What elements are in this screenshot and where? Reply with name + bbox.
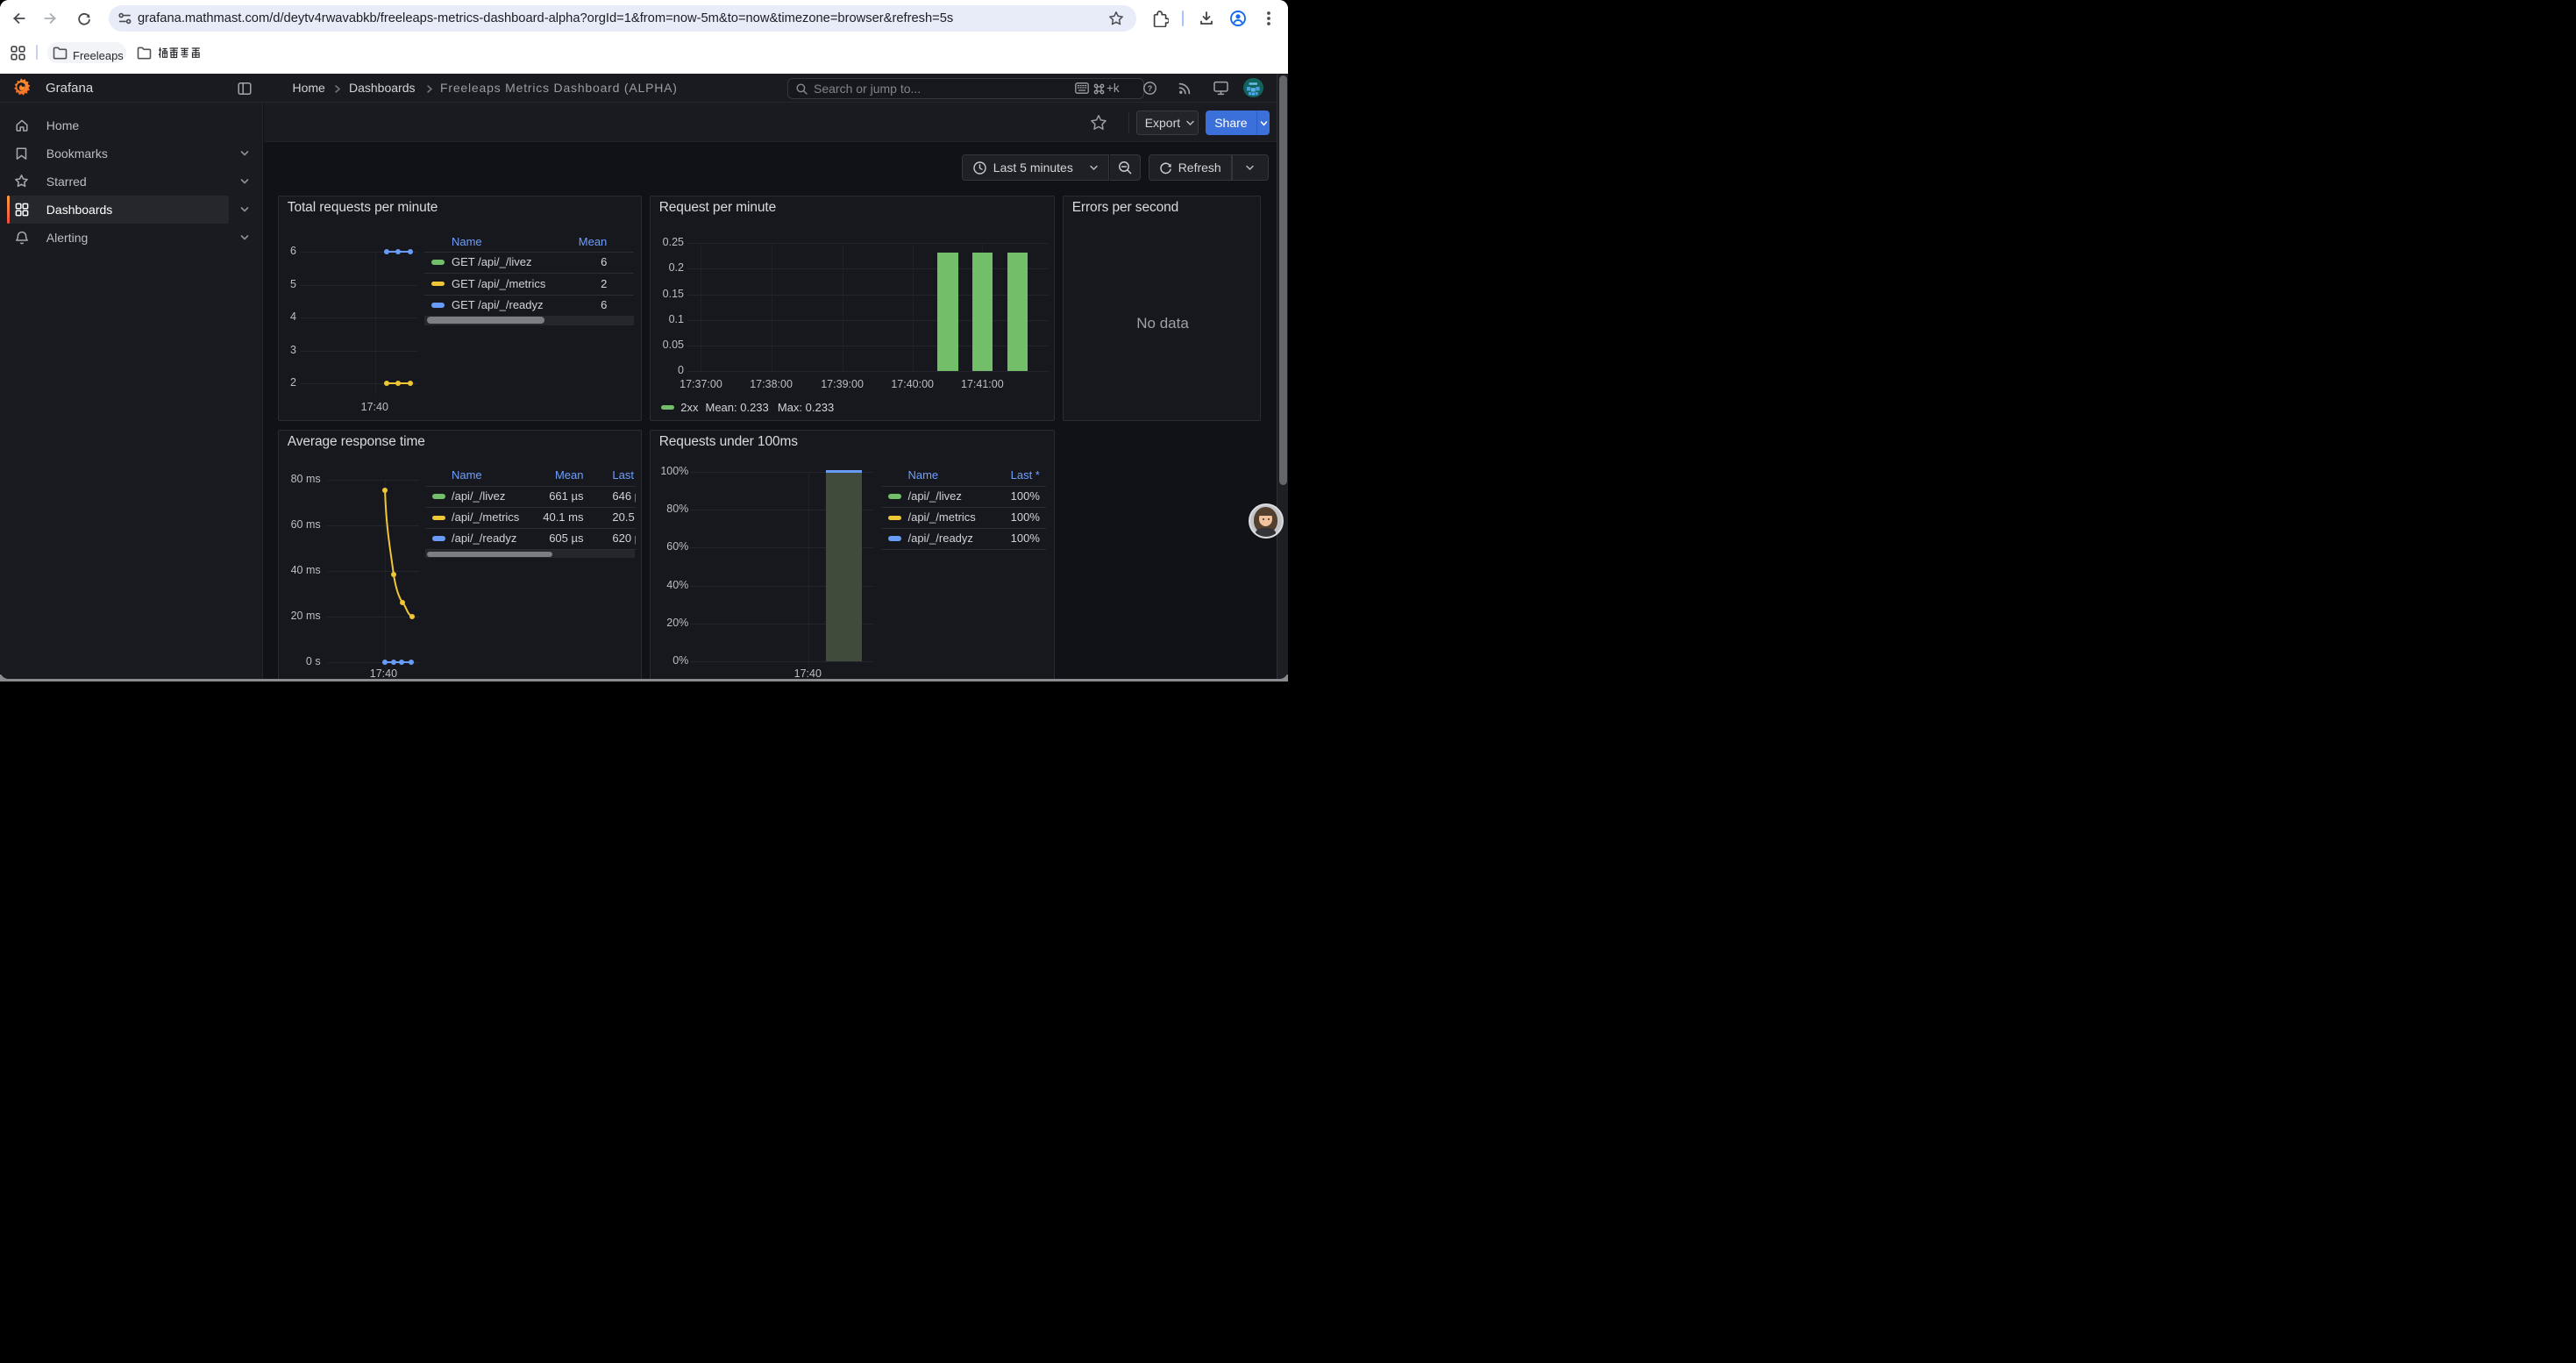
svg-text:?: ? xyxy=(1147,84,1152,93)
